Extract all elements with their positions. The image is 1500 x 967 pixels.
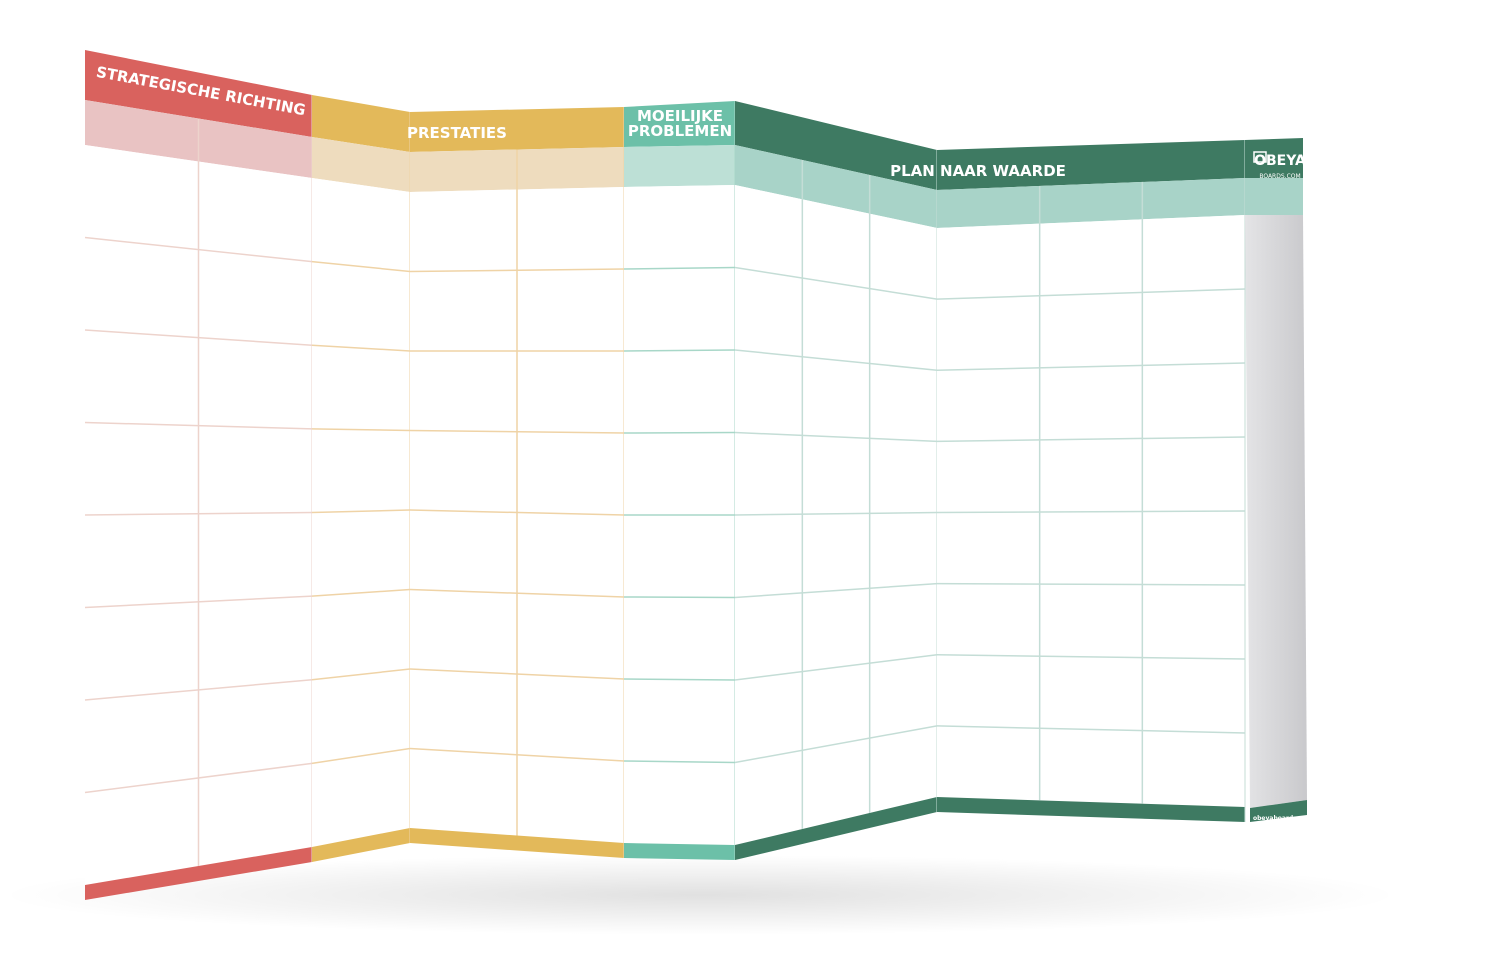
header-band xyxy=(735,101,937,190)
row-line xyxy=(311,668,411,681)
header-band xyxy=(937,140,1245,190)
row-line xyxy=(734,431,938,443)
row-line xyxy=(623,349,736,352)
row-line xyxy=(409,588,625,598)
row-line xyxy=(623,596,736,599)
row-line xyxy=(311,260,411,273)
side-sub xyxy=(1245,178,1303,215)
subheader-band xyxy=(937,178,1245,228)
row-line xyxy=(84,679,313,701)
row-line xyxy=(936,582,1246,586)
logo-name: OBEYA xyxy=(1254,153,1306,169)
subheader-band xyxy=(312,137,410,192)
row-line xyxy=(84,329,313,346)
header-band xyxy=(312,95,410,152)
side-footer xyxy=(1250,800,1307,822)
row-line xyxy=(311,344,411,352)
row-line xyxy=(936,288,1246,300)
row-line xyxy=(734,349,938,371)
row-line xyxy=(623,431,736,434)
row-line xyxy=(311,588,411,597)
side-body xyxy=(1245,215,1307,808)
section-title: MOEILIJKE xyxy=(637,107,723,125)
footer-band xyxy=(85,847,312,900)
row-line xyxy=(623,678,736,681)
row-line xyxy=(623,760,736,764)
row-line xyxy=(409,429,625,434)
section-title: PROBLEMEN xyxy=(628,122,732,140)
header-band xyxy=(85,50,312,137)
row-line xyxy=(734,582,938,599)
row-line xyxy=(936,510,1246,514)
row-line xyxy=(84,762,313,794)
row-line xyxy=(734,511,938,516)
section-title: PLAN NAAR WAARDE xyxy=(890,162,1066,180)
footer-band xyxy=(312,828,410,862)
row-line xyxy=(409,509,625,516)
row-line xyxy=(623,266,736,270)
section-title: PRESTATIES xyxy=(407,124,507,142)
row-line xyxy=(936,725,1246,734)
row-line xyxy=(311,509,411,514)
footer-band xyxy=(735,797,937,860)
row-line xyxy=(311,747,411,765)
row-line xyxy=(84,511,313,516)
panels xyxy=(84,50,1307,900)
row-line xyxy=(84,421,313,430)
header-band xyxy=(410,107,624,152)
row-line xyxy=(311,428,411,432)
row-line xyxy=(936,436,1246,443)
footer-band xyxy=(410,828,624,858)
header-band xyxy=(624,101,735,147)
footer-band xyxy=(937,797,1245,822)
logo-domain: BOARDS.COM xyxy=(1259,173,1300,180)
grid-body xyxy=(735,185,937,845)
row-line xyxy=(409,268,625,273)
logo-box xyxy=(1253,151,1267,163)
footer-url: obeyaboards.com xyxy=(1253,815,1313,822)
subheader-band xyxy=(624,145,735,187)
row-line xyxy=(409,668,625,680)
row-line xyxy=(409,747,625,762)
grid-body xyxy=(312,178,410,847)
row-line xyxy=(84,236,313,263)
row-line xyxy=(734,725,938,764)
row-line xyxy=(936,654,1246,660)
row-line xyxy=(84,595,313,609)
floor-shadow xyxy=(0,855,1400,935)
row-line xyxy=(734,266,938,300)
footer-band xyxy=(624,843,735,860)
row-line xyxy=(936,362,1246,371)
side-header xyxy=(1245,138,1303,178)
subheader-band xyxy=(735,145,937,228)
row-line xyxy=(734,654,938,681)
